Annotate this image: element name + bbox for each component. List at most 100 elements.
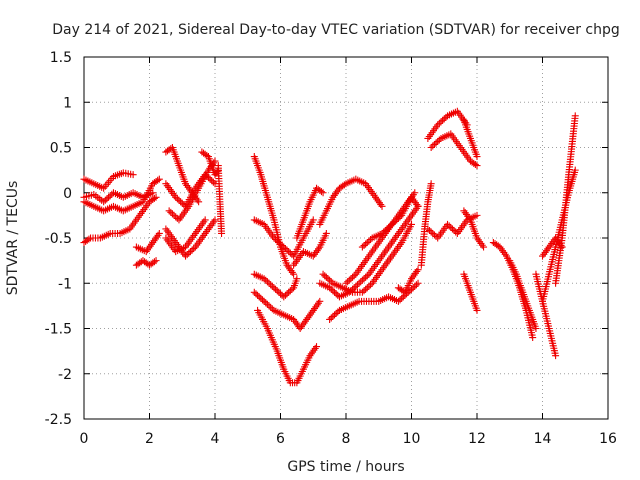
series-arc-35	[489, 239, 537, 342]
series-arc-31	[460, 116, 481, 161]
data-point	[353, 281, 361, 289]
x-tick-label: 2	[145, 431, 154, 447]
series-arc-20	[254, 306, 321, 387]
data-point	[429, 142, 437, 150]
data-point	[321, 272, 329, 280]
y-tick-label: -2.5	[45, 412, 72, 428]
data-point	[571, 112, 579, 120]
data-point	[362, 273, 370, 281]
x-axis-label: GPS time / hours	[287, 459, 404, 475]
data-point	[265, 279, 273, 287]
data-point	[260, 275, 268, 283]
data-point	[365, 237, 373, 245]
data-point	[358, 243, 366, 251]
series-arc-27	[394, 266, 422, 296]
data-point	[172, 213, 180, 221]
data-point	[170, 211, 178, 219]
series-arc-03	[80, 175, 163, 215]
data-point	[254, 291, 262, 299]
data-point	[329, 287, 337, 295]
x-tick-label: 12	[468, 431, 486, 447]
x-tick-label: 0	[80, 431, 89, 447]
y-tick-labels: -2.5 -2 -1.5 -1 -0.5 0 0.5 1 1.5	[45, 50, 72, 428]
data-point	[363, 272, 371, 280]
data-point	[286, 249, 294, 257]
data-point	[324, 275, 332, 283]
data-point	[209, 178, 217, 186]
data-point	[283, 290, 291, 298]
data-point	[408, 220, 415, 228]
x-tick-label: 16	[599, 431, 617, 447]
series-arc-33	[460, 207, 488, 251]
series-arc-07	[162, 144, 203, 206]
series-arc-24	[326, 279, 422, 323]
data-point	[208, 177, 216, 185]
data-point	[155, 175, 163, 183]
data-point	[357, 278, 365, 286]
data-point	[280, 243, 288, 251]
data-point	[275, 288, 283, 296]
data-point	[129, 171, 137, 179]
data-point	[432, 139, 440, 147]
data-point	[494, 242, 502, 250]
series-arc-18	[290, 229, 330, 269]
data-point	[103, 195, 111, 203]
data-point	[283, 246, 291, 254]
data-point	[309, 216, 317, 224]
data-point	[473, 211, 481, 219]
data-point	[358, 276, 366, 284]
data-point	[344, 278, 352, 286]
data-point	[558, 243, 566, 251]
data-point	[267, 303, 275, 311]
data-point	[281, 291, 289, 299]
data-marks	[80, 107, 579, 387]
data-point	[100, 198, 108, 206]
data-point	[394, 297, 402, 305]
data-point	[326, 284, 334, 292]
data-point	[332, 290, 340, 298]
data-point	[260, 297, 268, 305]
series-arc-05	[132, 229, 163, 256]
data-point	[332, 309, 340, 317]
data-point	[349, 273, 357, 281]
y-tick-label: 1	[63, 95, 72, 111]
data-point	[167, 208, 175, 216]
data-point	[340, 181, 348, 189]
data-point	[360, 287, 368, 295]
x-tick-label: 10	[403, 431, 421, 447]
data-point	[178, 199, 186, 207]
series-arc-16	[293, 184, 327, 242]
data-point	[430, 231, 438, 239]
data-point	[439, 116, 447, 124]
data-point	[388, 220, 396, 228]
data-point	[183, 251, 191, 259]
data-point	[326, 315, 334, 323]
data-point	[411, 189, 419, 197]
x-tick-label: 14	[534, 431, 552, 447]
data-point	[414, 279, 422, 287]
data-point	[529, 334, 537, 342]
x-tick-labels: 0 2 4 6 8 10 12 14 16	[80, 431, 617, 447]
data-point	[398, 294, 406, 302]
data-point	[267, 281, 275, 289]
data-point	[177, 198, 185, 206]
data-point	[277, 240, 284, 248]
data-point	[263, 278, 271, 286]
data-point	[182, 252, 190, 260]
data-point	[396, 213, 404, 221]
data-point	[317, 188, 325, 196]
data-point	[367, 236, 375, 244]
data-point	[427, 144, 435, 151]
data-point	[331, 311, 339, 319]
data-point	[278, 242, 286, 250]
data-point	[268, 305, 276, 313]
data-point	[188, 246, 196, 254]
data-point	[270, 234, 278, 242]
data-point	[362, 285, 370, 293]
data-point	[270, 284, 278, 292]
series-arc-15	[250, 216, 317, 260]
series-arc-19	[250, 288, 324, 332]
data-point	[327, 314, 335, 322]
data-point	[150, 194, 158, 202]
data-point	[150, 258, 158, 266]
